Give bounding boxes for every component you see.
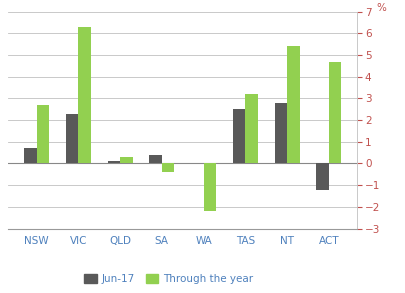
Bar xyxy=(78,27,91,163)
Bar xyxy=(120,157,132,163)
Bar xyxy=(203,163,215,211)
Bar xyxy=(162,163,174,172)
Bar xyxy=(36,105,49,163)
Bar xyxy=(232,109,245,163)
Bar xyxy=(107,161,120,163)
Bar xyxy=(24,148,36,163)
Bar xyxy=(328,62,341,163)
Legend: Jun-17, Through the year: Jun-17, Through the year xyxy=(80,270,257,288)
Bar xyxy=(245,94,257,163)
Bar xyxy=(274,103,286,163)
Bar xyxy=(286,46,299,163)
Bar xyxy=(315,163,328,190)
Bar xyxy=(149,155,162,163)
Y-axis label: %: % xyxy=(376,3,386,13)
Bar xyxy=(66,114,78,163)
